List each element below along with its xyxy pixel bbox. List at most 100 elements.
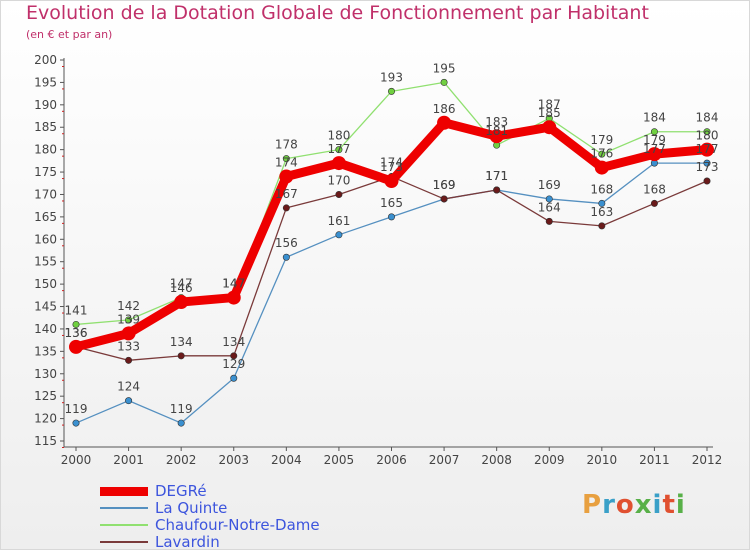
point-lavardin [335,190,343,198]
point-degr- [69,339,83,354]
point-lavardin [125,356,133,364]
data-label-lavardin: 136 [65,326,88,340]
data-label-la-quinte: 124 [117,380,140,394]
point-chaufour-notre-dame [387,87,395,95]
data-label-degr-: 183 [485,115,508,129]
data-label-degr-: 186 [433,102,456,116]
point-degr- [226,290,241,305]
data-label-chaufour-notre-dame: 195 [433,61,456,75]
x-tick-label: 2005 [324,453,355,467]
y-tick-label: 180 [34,143,57,157]
point-degr- [647,147,662,162]
data-label-lavardin: 170 [327,173,350,187]
data-label-chaufour-notre-dame: 193 [380,70,403,84]
data-label-lavardin: 168 [643,182,666,196]
data-label-chaufour-notre-dame: 142 [117,299,140,313]
point-lavardin [598,222,606,230]
point-degr- [700,142,714,157]
data-label-chaufour-notre-dame: 147 [222,277,245,291]
point-la-quinte [72,419,80,427]
axes: 115 120 125 130 135 140 145 150 155 160 165 170 175 1… [34,53,722,467]
data-label-lavardin: 174 [380,156,403,170]
data-label-la-quinte: 165 [380,196,403,210]
x-tick-label: 2012 [692,453,723,467]
point-degr- [384,174,399,189]
legend-swatch [100,524,148,526]
point-lavardin [177,352,185,360]
data-label-degr-: 185 [538,106,561,120]
data-label-lavardin: 173 [696,160,719,174]
point-chaufour-notre-dame [440,78,448,86]
point-chaufour-notre-dame [282,155,290,163]
data-label-degr-: 179 [643,133,666,147]
data-label-lavardin: 171 [485,169,508,183]
x-tick-label: 2008 [481,453,512,467]
y-tick-label: 150 [34,277,57,291]
x-tick-label: 2011 [639,453,670,467]
y-tick-label: 125 [34,389,57,403]
data-label-chaufour-notre-dame: 178 [275,138,298,152]
point-la-quinte [177,419,185,427]
point-chaufour-notre-dame [125,316,133,324]
data-label-la-quinte: 177 [696,142,719,156]
point-degr- [174,295,189,310]
legend-swatch [100,541,148,543]
legend-label: Chaufour-Notre-Dame [155,516,320,534]
y-tick-label: 165 [34,210,57,224]
y-tick-label: 140 [34,322,57,336]
data-label-lavardin: 164 [538,200,561,214]
point-la-quinte [545,195,553,203]
x-tick-label: 2000 [61,453,92,467]
point-lavardin [650,199,658,207]
x-tick-label: 2003 [218,453,249,467]
legend-swatch [100,486,148,496]
data-label-lavardin: 169 [433,178,456,192]
data-label-chaufour-notre-dame: 181 [485,124,508,138]
data-label-la-quinte: 161 [327,214,350,228]
point-chaufour-notre-dame [72,320,80,328]
data-label-la-quinte: 169 [433,178,456,192]
data-label-degr-: 147 [222,277,245,291]
point-degr- [331,156,346,171]
data-label-degr-: 174 [275,156,298,170]
data-label-la-quinte: 119 [65,402,88,416]
x-tick-label: 2009 [534,453,565,467]
point-degr- [437,115,452,130]
logo-letter: P [582,490,603,520]
series-layer [69,78,714,427]
point-lavardin [703,177,711,185]
point-chaufour-notre-dame [598,150,606,158]
legend-swatch [100,507,148,509]
data-label-chaufour-notre-dame: 187 [538,97,561,111]
y-tick-label: 135 [34,344,57,358]
data-label-degr-: 177 [327,142,350,156]
data-label-lavardin: 133 [117,339,140,353]
data-label-degr-: 146 [170,281,193,295]
point-la-quinte [335,231,343,239]
data-label-lavardin: 134 [222,335,245,349]
data-label-chaufour-notre-dame: 184 [696,111,719,125]
x-tick-label: 2007 [429,453,460,467]
data-label-la-quinte: 169 [538,178,561,192]
logo-letter: t [662,490,676,520]
data-label-lavardin: 167 [275,187,298,201]
point-la-quinte [125,397,133,405]
x-tick-label: 2002 [166,453,197,467]
legend-label: DEGRé [155,482,207,500]
data-label-la-quinte: 171 [485,169,508,183]
point-la-quinte [598,199,606,207]
logo-letter: x [634,490,653,520]
data-label-degr-: 139 [117,312,140,326]
y-tick-label: 130 [34,367,57,381]
logo-letter: r [602,490,616,520]
x-tick-label: 2006 [376,453,407,467]
data-label-lavardin: 163 [590,205,613,219]
data-label-chaufour-notre-dame: 180 [327,129,350,143]
data-label-degr-: 176 [590,147,613,161]
point-la-quinte [387,213,395,221]
point-lavardin [545,217,553,225]
y-tick-label: 195 [34,75,57,89]
